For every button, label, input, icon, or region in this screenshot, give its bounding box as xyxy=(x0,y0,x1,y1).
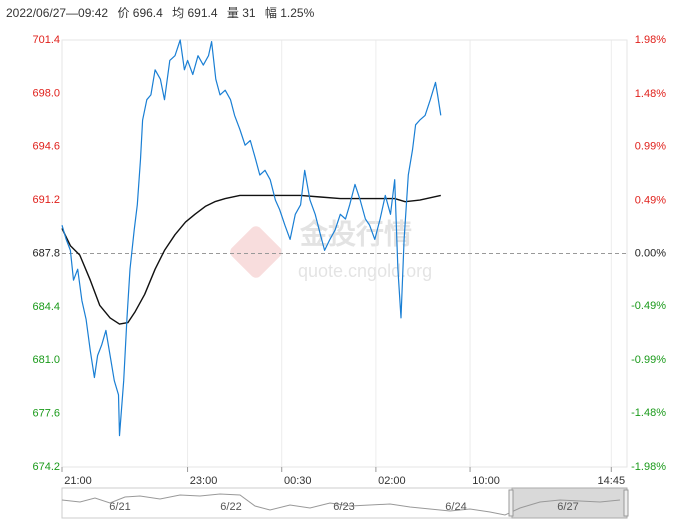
x-tick-label: 23:00 xyxy=(190,475,218,487)
navigator-label: 6/24 xyxy=(445,501,466,513)
navigator xyxy=(61,487,629,519)
y-tick-label: 691.2 xyxy=(32,194,60,206)
navigator-handle[interactable] xyxy=(623,489,629,517)
watermark-logo xyxy=(230,226,282,278)
header-range: 幅 1.25% xyxy=(265,5,315,20)
y-tick-label: 701.4 xyxy=(32,34,60,46)
y2-tick-label: -1.98% xyxy=(631,461,666,473)
header-time: 2022/06/27—09:42 xyxy=(6,6,108,20)
x-tick-label: 00:30 xyxy=(284,475,312,487)
y2-tick-label: -0.49% xyxy=(631,300,666,312)
header-avg: 均 691.4 xyxy=(172,6,218,20)
y2-tick-label: -0.99% xyxy=(631,354,666,366)
x-tick-label: 10:00 xyxy=(472,475,500,487)
y-tick-label: 698.0 xyxy=(32,87,60,99)
y-tick-label: 687.8 xyxy=(32,247,60,259)
y2-tick-label: 0.00% xyxy=(635,247,666,259)
y2-tick-label: -1.48% xyxy=(631,407,666,419)
x-tick-label: 21:00 xyxy=(64,475,92,487)
navigator-label: 6/21 xyxy=(109,501,130,513)
y-tick-label: 694.6 xyxy=(32,141,60,153)
watermark-text: 金投行情 xyxy=(299,217,412,249)
y2-tick-label: 1.98% xyxy=(635,34,666,46)
header-volume: 量 31 xyxy=(227,6,256,20)
y2-tick-label: 0.99% xyxy=(635,141,666,153)
navigator-handle[interactable] xyxy=(508,489,514,517)
x-tick-label: 02:00 xyxy=(378,475,406,487)
y2-tick-label: 1.48% xyxy=(635,88,666,100)
header-price: 价 696.4 xyxy=(117,6,163,20)
navigator-label: 6/22 xyxy=(220,501,241,513)
watermark-url: quote.cngold.org xyxy=(298,261,432,281)
x-tick-label: 14:45 xyxy=(598,475,626,487)
header: 2022/06/27—09:42 价 696.4 均 691.4 量 31 幅 … xyxy=(6,5,315,20)
navigator-window xyxy=(511,487,628,519)
y-tick-label: 674.2 xyxy=(32,461,60,473)
watermark: 金投行情 quote.cngold.org xyxy=(230,217,432,281)
y2-tick-label: 0.49% xyxy=(635,195,666,207)
y-tick-label: 684.4 xyxy=(32,301,60,313)
navigator-line xyxy=(61,493,621,516)
y-tick-label: 677.6 xyxy=(32,408,60,420)
y-tick-label: 681.0 xyxy=(32,354,60,366)
series-line xyxy=(61,194,441,325)
navigator-label: 6/27 xyxy=(557,501,578,513)
navigator-label: 6/23 xyxy=(333,501,354,513)
series-line xyxy=(61,39,442,437)
